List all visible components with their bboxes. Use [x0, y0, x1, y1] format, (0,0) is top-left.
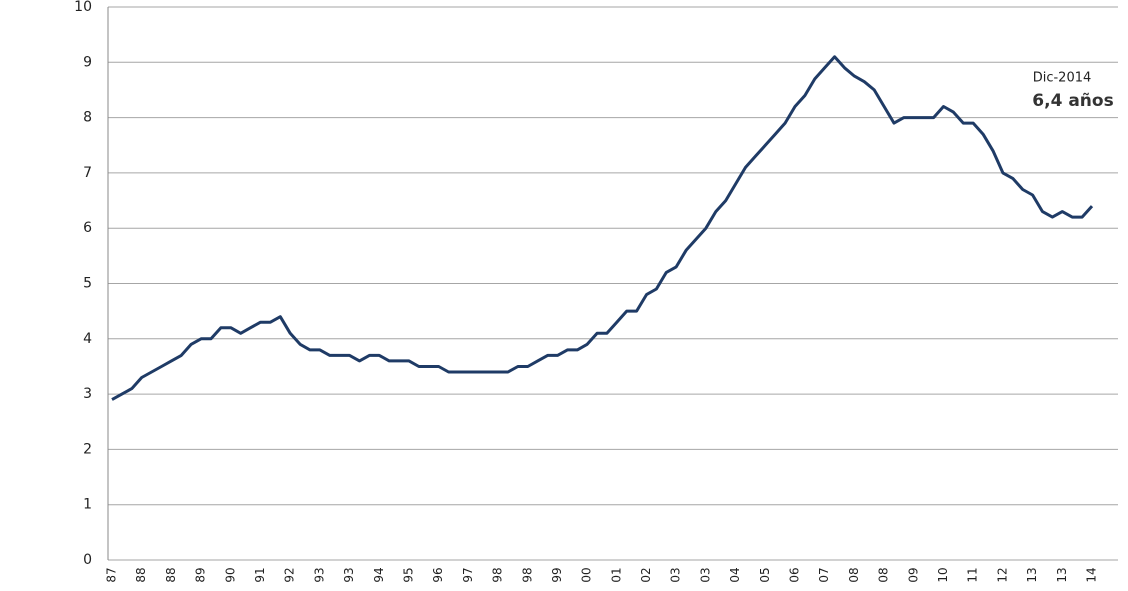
y-tick-label: 1 [83, 497, 92, 513]
y-tick-label: 3 [83, 386, 92, 402]
y-tick-label: 6 [83, 220, 92, 236]
line-series [111, 55, 1094, 401]
x-tick-label: 87 [105, 567, 119, 582]
y-tick-label: 10 [74, 0, 92, 15]
x-tick-label: 93 [342, 567, 356, 582]
x-tick-label: 97 [461, 567, 475, 582]
x-tick-label: 93 [312, 567, 326, 582]
x-tick-label: 88 [134, 567, 148, 582]
y-tick-label: 9 [83, 54, 92, 70]
x-tick-label: 94 [372, 567, 386, 582]
y-tick-label: 5 [83, 276, 92, 292]
x-tick-label: 89 [194, 567, 208, 582]
y-tick-label: 8 [83, 110, 92, 126]
x-tick-label: 98 [491, 567, 505, 582]
x-tick-label: 12 [995, 567, 1009, 582]
x-tick-label: 91 [253, 567, 267, 582]
x-tick-label: 95 [401, 567, 415, 582]
x-tick-label: 07 [817, 567, 831, 582]
x-tick-label: 99 [550, 567, 564, 582]
x-tick-label: 90 [223, 567, 237, 582]
x-tick-label: 00 [580, 567, 594, 582]
x-tick-label: 03 [698, 567, 712, 582]
y-tick-label: 2 [83, 441, 92, 457]
x-tick-label: 10 [936, 567, 950, 582]
annotation-date: Dic-2014 [1033, 71, 1092, 86]
y-tick-label: 0 [83, 552, 92, 568]
x-tick-label: 08 [877, 567, 891, 582]
x-tick-label: 09 [906, 567, 920, 582]
y-tick-label: 4 [83, 331, 92, 347]
x-tick-label: 06 [788, 567, 802, 582]
x-tick-label: 08 [847, 567, 861, 582]
x-tick-label: 02 [639, 567, 653, 582]
x-tick-label: 04 [728, 567, 742, 582]
x-tick-label: 05 [758, 567, 772, 582]
x-tick-label: 96 [431, 567, 445, 582]
y-tick-label: 7 [83, 165, 92, 181]
x-tick-label: 98 [520, 567, 534, 582]
annotation-value: 6,4 años [1032, 91, 1113, 111]
x-tick-label: 03 [669, 567, 683, 582]
x-tick-label: 13 [1025, 567, 1039, 582]
x-tick-label: 11 [966, 567, 980, 582]
x-tick-label: 88 [164, 567, 178, 582]
x-tick-label: 01 [609, 567, 623, 582]
x-tick-label: 92 [283, 567, 297, 582]
x-tick-label: 13 [1055, 567, 1069, 582]
x-tick-label: 14 [1085, 567, 1099, 582]
